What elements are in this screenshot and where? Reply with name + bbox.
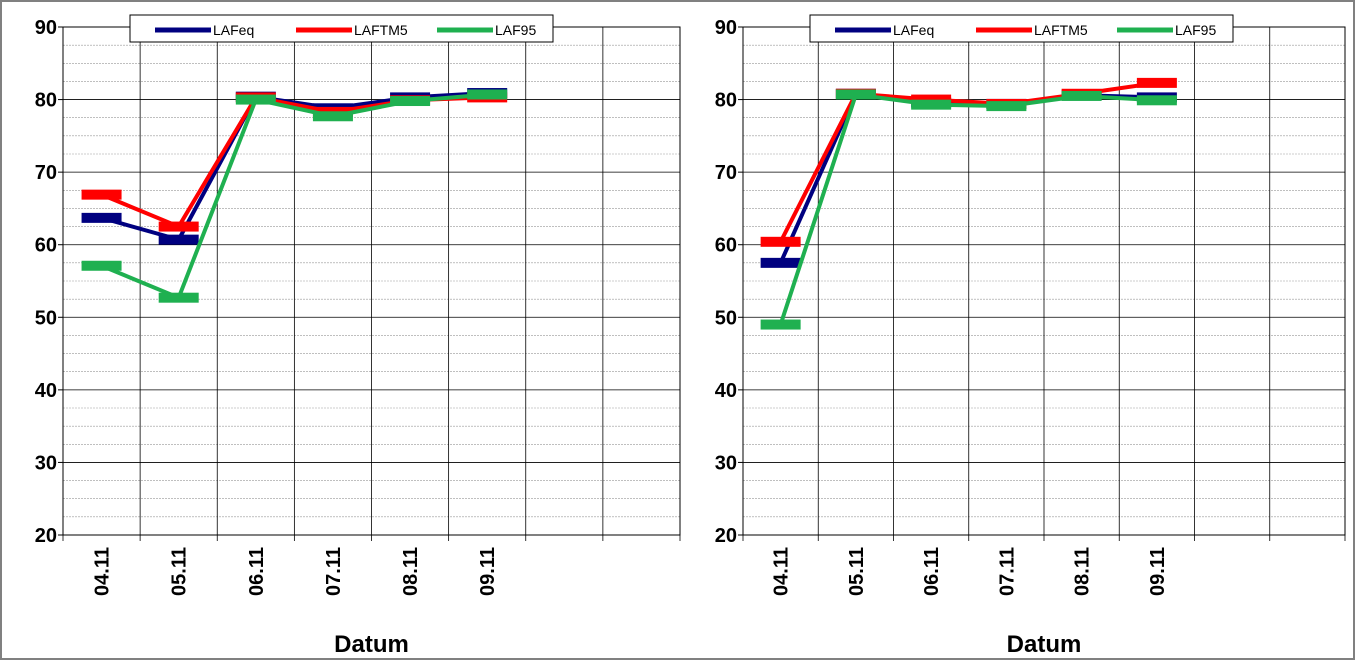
chart-panel: 20 30 40 50 60 70 80 90 04.11 05.11 06.11 07.11 08.1…	[35, 14, 681, 658]
x-tick-label: 07.11	[996, 547, 1018, 596]
x-axis-title: Datum	[334, 631, 409, 658]
y-tick-label: 30	[35, 452, 57, 474]
marker	[81, 189, 122, 200]
legend-label: LAFTM5	[1034, 22, 1088, 38]
y-tick-label: 70	[715, 162, 737, 184]
marker	[1136, 77, 1177, 88]
marker	[158, 234, 199, 245]
x-tick-label: 09.11	[1147, 547, 1169, 596]
x-tick-label: 04.11	[771, 547, 793, 596]
x-tick-label: 05.11	[169, 547, 191, 596]
y-tick-label: 90	[35, 17, 57, 39]
legend-label: LAF95	[495, 22, 536, 38]
marker	[158, 221, 199, 232]
y-tick-label: 30	[715, 452, 737, 474]
y-tick-label: 60	[35, 235, 57, 257]
x-tick-label: 06.11	[921, 547, 943, 596]
y-tick-label: 50	[715, 307, 737, 329]
y-tick-label: 80	[715, 90, 737, 112]
y-tick-label: 70	[35, 162, 57, 184]
x-axis-title: Datum	[1007, 631, 1082, 658]
marker	[760, 257, 801, 268]
y-tick-label: 60	[715, 235, 737, 257]
marker	[235, 94, 276, 105]
x-tick-label: 09.11	[477, 547, 499, 596]
y-tick-label: 20	[715, 525, 737, 547]
chart-panel: 20 30 40 50 60 70 80 90 04.11 05.11 06.11 07.11 08.1…	[715, 14, 1346, 658]
legend-label: LAFTM5	[354, 22, 408, 38]
marker	[312, 111, 353, 122]
legend-label: LAFeq	[893, 22, 934, 38]
marker	[911, 99, 952, 110]
marker	[835, 89, 876, 100]
marker	[760, 236, 801, 247]
y-tick-label: 50	[35, 307, 57, 329]
legend-label: LAF95	[1175, 22, 1216, 38]
marker	[760, 319, 801, 330]
marker	[390, 96, 431, 107]
legend-label: LAFeq	[213, 22, 254, 38]
marker	[1136, 95, 1177, 106]
y-tick-label: 90	[715, 17, 737, 39]
x-tick-label: 07.11	[323, 547, 345, 596]
x-tick-label: 04.11	[92, 547, 114, 596]
x-tick-label: 08.11	[400, 547, 422, 596]
marker	[81, 212, 122, 223]
x-tick-label: 06.11	[246, 547, 268, 596]
marker	[467, 89, 508, 100]
marker	[1061, 90, 1102, 101]
marker	[81, 260, 122, 271]
marker	[911, 94, 952, 105]
y-tick-label: 80	[35, 90, 57, 112]
y-tick-label: 20	[35, 525, 57, 547]
y-tick-label: 40	[35, 380, 57, 402]
marker	[986, 101, 1027, 112]
marker	[158, 292, 199, 303]
y-tick-label: 40	[715, 380, 737, 402]
x-tick-label: 08.11	[1072, 547, 1094, 596]
x-tick-label: 05.11	[846, 547, 868, 596]
